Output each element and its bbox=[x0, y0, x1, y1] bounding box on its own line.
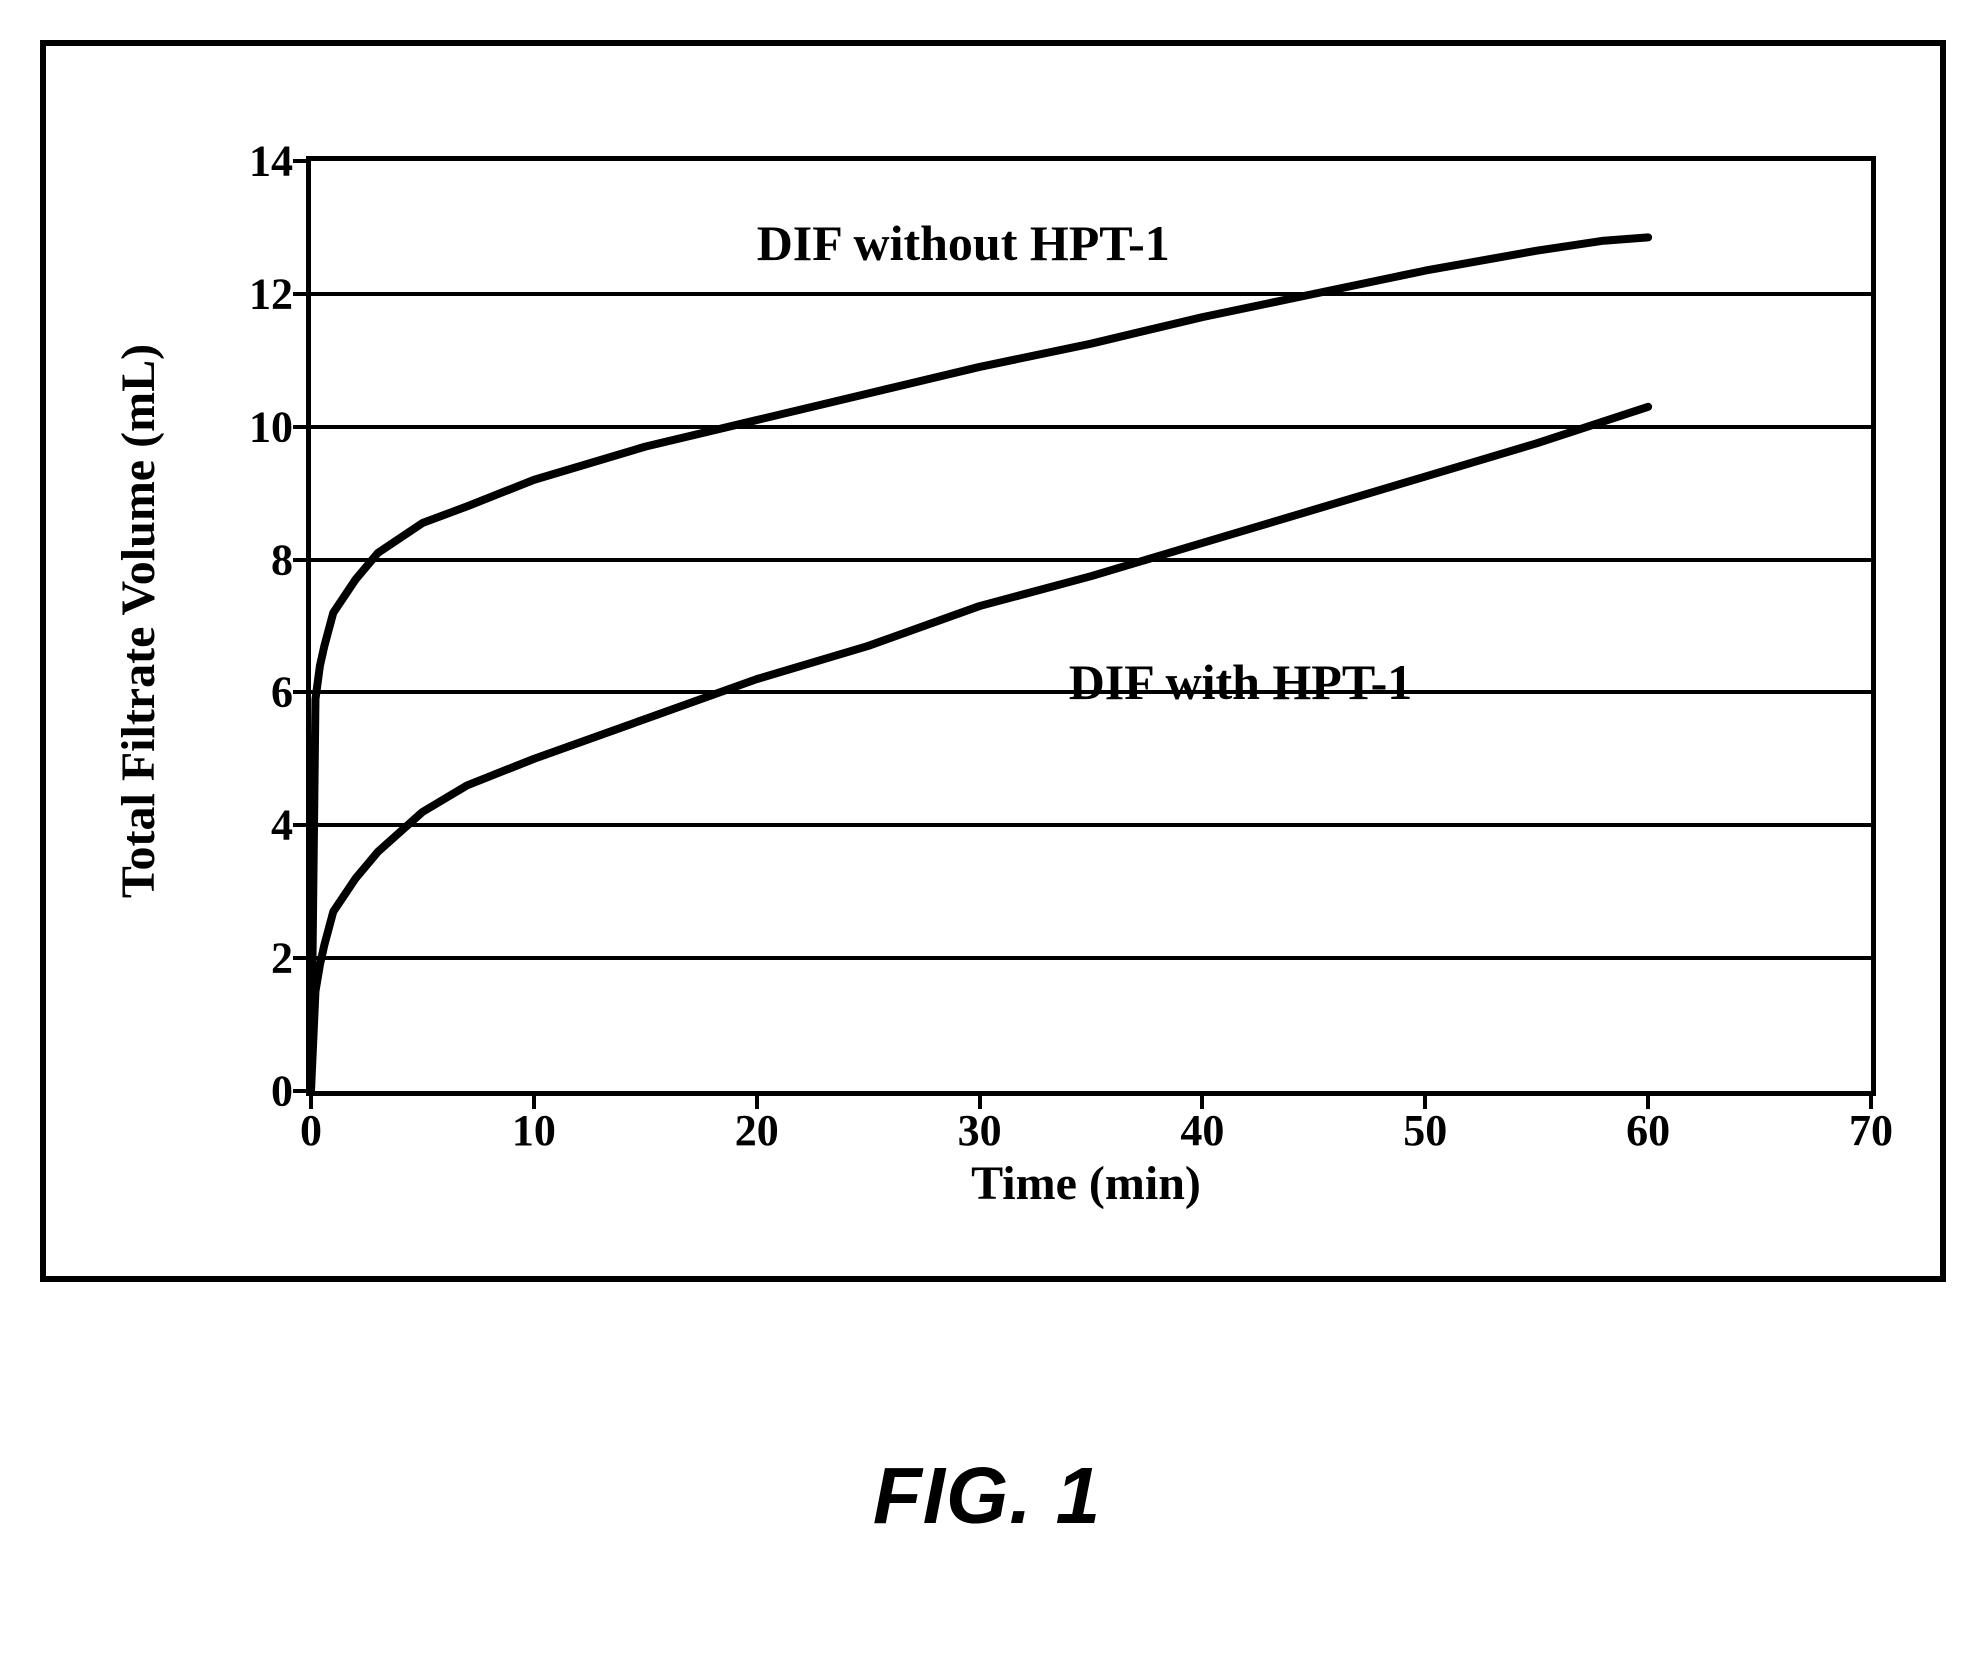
gridline bbox=[311, 956, 1871, 960]
y-tick-mark bbox=[293, 823, 311, 827]
series-label: DIF without HPT-1 bbox=[757, 214, 1170, 272]
y-tick-mark bbox=[293, 292, 311, 296]
y-tick-mark bbox=[293, 690, 311, 694]
y-tick-mark bbox=[293, 956, 311, 960]
gridline bbox=[311, 292, 1871, 296]
x-tick-mark bbox=[978, 1091, 982, 1109]
gridline bbox=[311, 425, 1871, 429]
figure-caption: FIG. 1 bbox=[873, 1450, 1101, 1542]
y-tick-mark bbox=[293, 159, 311, 163]
series-line bbox=[311, 237, 1648, 1091]
x-tick-mark bbox=[755, 1091, 759, 1109]
gridline bbox=[311, 558, 1871, 562]
figure-page: 02468101214010203040506070DIF without HP… bbox=[0, 0, 1974, 1663]
x-tick-mark bbox=[1423, 1091, 1427, 1109]
series-label: DIF with HPT-1 bbox=[1069, 653, 1413, 711]
y-axis-label: Total Filtrate Volume (mL) bbox=[111, 344, 166, 898]
x-tick-mark bbox=[532, 1091, 536, 1109]
gridline bbox=[311, 823, 1871, 827]
series-line bbox=[311, 407, 1648, 1091]
chart-frame: 02468101214010203040506070DIF without HP… bbox=[40, 40, 1946, 1282]
x-axis-label: Time (min) bbox=[971, 1156, 1201, 1211]
x-tick-mark bbox=[1200, 1091, 1204, 1109]
y-tick-mark bbox=[293, 425, 311, 429]
chart-lines-svg bbox=[311, 161, 1871, 1091]
y-tick-mark bbox=[293, 558, 311, 562]
x-tick-mark bbox=[1646, 1091, 1650, 1109]
x-tick-mark bbox=[1869, 1091, 1873, 1109]
x-tick-mark bbox=[309, 1091, 313, 1109]
plot-area: 02468101214010203040506070DIF without HP… bbox=[306, 156, 1876, 1096]
